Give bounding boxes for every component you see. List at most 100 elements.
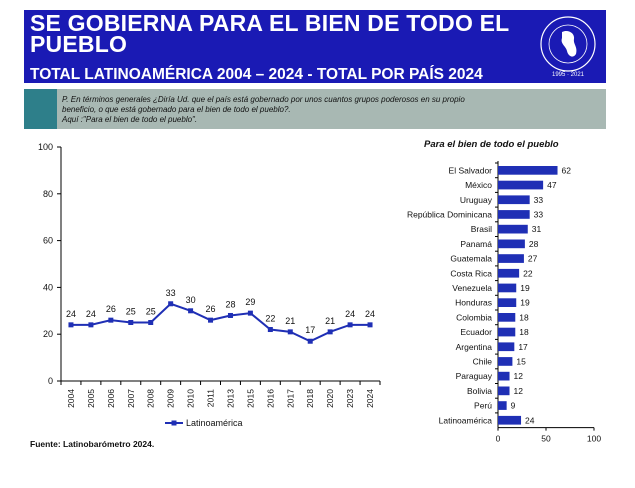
data-point [168, 301, 174, 307]
x-tick-label: 2015 [245, 389, 255, 408]
bar [498, 357, 513, 366]
x-tick-label: 2023 [345, 389, 355, 408]
data-label: 25 [126, 307, 136, 317]
bar-value-label: 9 [511, 401, 516, 411]
bar-value-label: 12 [514, 371, 524, 381]
x-tick-label: 2017 [285, 389, 295, 408]
bar-value-label: 17 [518, 342, 528, 352]
data-point [287, 329, 293, 335]
bar-value-label: 12 [514, 386, 524, 396]
bar-category-label: México [465, 180, 492, 190]
page-title-line1: SE GOBIERNA PARA EL BIEN DE TODO EL [30, 10, 510, 36]
x-tick-label: 2024 [365, 389, 375, 408]
bar [498, 283, 517, 293]
y-tick-label: 20 [43, 329, 53, 339]
bar-value-label: 18 [519, 327, 529, 337]
page-subtitle: TOTAL LATINOAMÉRICA 2004 – 2024 - TOTAL … [30, 66, 483, 83]
bar-value-label: 28 [529, 239, 539, 249]
data-point [68, 322, 74, 328]
data-label: 24 [86, 309, 96, 319]
legend-swatch-marker [171, 420, 177, 426]
data-point [367, 322, 373, 328]
y-tick-label: 40 [43, 282, 53, 292]
x-tick-label: 2010 [186, 389, 196, 408]
bar [498, 386, 510, 396]
data-label: 33 [166, 288, 176, 298]
bar-value-label: 15 [516, 356, 526, 366]
bar-category-label: El Salvador [449, 165, 493, 175]
x-tick-label: 2007 [126, 389, 136, 408]
bar-category-label: Paraguay [456, 371, 493, 381]
bar-value-label: 31 [532, 224, 542, 234]
x-tick-label: 2005 [86, 389, 96, 408]
bar-x-tick-label: 50 [541, 434, 551, 444]
bar [498, 224, 528, 234]
data-label: 30 [186, 295, 196, 305]
data-point [267, 327, 273, 333]
data-point [227, 312, 233, 318]
data-label: 24 [66, 309, 76, 319]
x-tick-label: 2006 [106, 389, 116, 408]
question-line1: P. En términos generales ¿Diría Ud. que … [62, 95, 465, 104]
page-title-line2: PUEBLO [30, 31, 128, 57]
data-label: 26 [106, 304, 116, 314]
bar [498, 298, 517, 307]
bar [498, 210, 530, 219]
question-bar [24, 89, 606, 129]
data-point [208, 317, 214, 323]
bar [498, 313, 516, 322]
bar [498, 327, 516, 337]
bar-chart: El Salvador 62 México 47 Uruguay 33 República … [407, 161, 601, 444]
question-box [57, 89, 606, 129]
bar-category-label: Uruguay [460, 195, 493, 205]
bar-chart-title: Para el bien de todo el pueblo [424, 139, 559, 150]
y-tick-label: 100 [38, 142, 53, 152]
y-tick-label: 0 [48, 376, 53, 386]
question-text: P. En términos generales ¿Diría Ud. que … [62, 95, 542, 125]
bar-x-tick-label: 0 [496, 434, 501, 444]
bar-category-label: Latinoamérica [439, 415, 493, 425]
bar-category-label: Chile [473, 356, 493, 366]
data-point [148, 320, 154, 325]
bar [498, 415, 522, 425]
bar-category-label: República Dominicana [407, 209, 492, 219]
header-banner: SE GOBIERNA PARA EL BIEN DE TODO EL PUEB… [24, 10, 606, 83]
x-tick-label: 2020 [325, 389, 335, 408]
data-label: 29 [245, 297, 255, 307]
bar [498, 371, 510, 381]
x-tick-label: 2009 [166, 389, 176, 408]
data-label: 28 [225, 299, 235, 309]
x-tick-label: 2013 [225, 389, 235, 408]
data-label: 26 [206, 304, 216, 314]
bar-category-label: Venezuela [452, 283, 492, 293]
bar-category-label: Guatemala [450, 254, 492, 264]
bar [498, 268, 520, 278]
bar-value-label: 62 [562, 165, 572, 175]
bar-value-label: 47 [547, 180, 557, 190]
bar-category-label: Colombia [456, 312, 492, 322]
x-tick-label: 2018 [305, 389, 315, 408]
bar [498, 180, 544, 190]
data-point [307, 338, 313, 344]
question-line3: Aquí :"Para el bien de todo el pueblo". [62, 115, 198, 124]
bar-value-label: 33 [534, 195, 544, 205]
data-point [128, 320, 134, 325]
bar-category-label: Brasil [471, 224, 492, 234]
question-tab [24, 89, 57, 129]
data-label: 22 [265, 314, 275, 324]
data-label: 24 [345, 309, 355, 319]
bar-category-label: Panamá [460, 239, 492, 249]
bar-value-label: 27 [528, 254, 538, 264]
bar-x-tick-label: 100 [587, 434, 601, 444]
data-label: 24 [365, 309, 375, 319]
bar [498, 342, 515, 352]
bar-category-label: Perú [474, 401, 492, 411]
question-line2: beneficio, o que está gobernado para el … [62, 105, 291, 114]
data-point [88, 322, 94, 328]
bar-category-label: Argentina [456, 342, 493, 352]
source-note: Fuente: Latinobarómetro 2024. [30, 439, 155, 449]
bar-value-label: 33 [534, 209, 544, 219]
bar-category-label: Bolivia [467, 386, 492, 396]
bar [498, 195, 530, 205]
x-tick-label: 2004 [66, 389, 76, 408]
